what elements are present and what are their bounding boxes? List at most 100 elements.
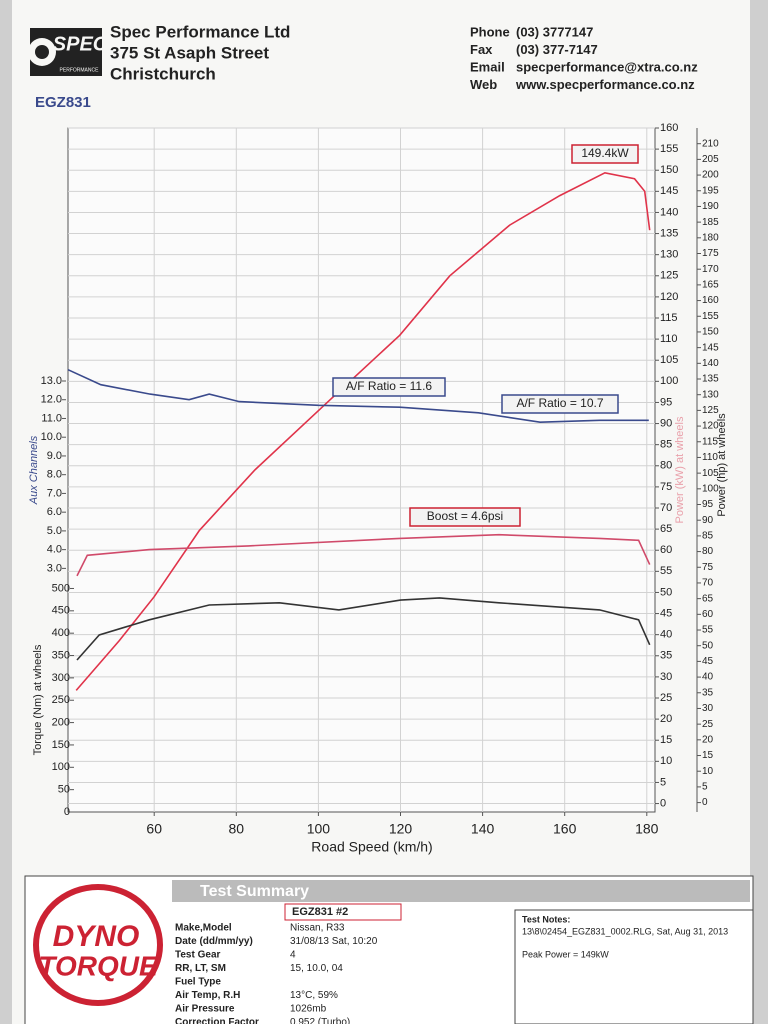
series-line [75,171,651,691]
summary-label: Air Temp, R.H [175,990,240,1001]
y-tick-label: 400 [52,627,70,639]
summary-label: Test Gear [175,950,220,961]
y-tick-label: 95 [660,396,672,408]
y-tick-label: 210 [702,138,719,149]
y-tick-label: 85 [702,531,714,542]
y-tick-label: 12.0 [41,394,62,406]
logo-brand: SPEC [53,33,108,55]
notes-title: Test Notes: [522,914,570,924]
contact-value: (03) 377-7147 [516,42,598,57]
axis-title: Power (kW) at wheels [674,416,686,523]
y-tick-label: 11.0 [41,412,62,424]
y-tick-label: 0 [702,797,708,808]
y-tick-label: 10.0 [41,431,62,443]
y-tick-label: 40 [660,629,672,641]
annotation-box [332,377,446,397]
x-tick-label: 60 [146,821,162,837]
y-tick-label: 45 [702,656,714,667]
annotation: Boost = 4.6psi [427,509,503,523]
y-tick-label: 175 [702,248,719,259]
y-tick-label: 135 [660,227,678,239]
y-tick-label: 45 [660,607,672,619]
y-tick-label: 0 [660,797,666,809]
y-tick-label: 350 [52,649,70,661]
y-tick-label: 190 [702,201,719,212]
y-tick-label: 160 [702,295,719,306]
y-tick-label: 195 [702,185,719,196]
y-tick-label: 110 [702,452,718,463]
y-tick-label: 145 [660,185,678,197]
y-tick-label: 130 [660,249,678,261]
y-tick-label: 9.0 [47,450,62,462]
y-tick-label: 450 [52,605,70,617]
summary-label: Date (dd/mm/yy) [175,936,253,947]
summary-label: Make,Model [175,923,232,934]
y-tick-label: 105 [660,354,678,366]
y-tick-label: 120 [702,421,719,432]
y-tick-label: 500 [52,582,70,594]
x-axis-title: Road Speed (km/h) [311,839,432,855]
run-box [284,903,402,921]
y-tick-label: 90 [702,515,714,526]
y-tick-label: 15 [702,750,714,761]
y-tick-label: 125 [660,270,678,282]
series-line [76,533,651,577]
contact-label: Fax [470,42,493,57]
dyno-logo-bottom: TORQUE [38,950,159,981]
x-tick-label: 120 [389,821,413,837]
y-tick-label: 35 [660,650,672,662]
y-tick-label: 140 [702,358,719,369]
y-tick-label: 20 [702,734,714,745]
y-tick-label: 20 [660,713,672,725]
summary-value: 1026mb [290,1004,327,1015]
annotation: A/F Ratio = 10.7 [516,396,603,410]
y-tick-label: 6.0 [47,506,62,518]
y-tick-label: 100 [52,761,70,773]
x-tick-label: 100 [307,821,331,837]
plot-area [67,127,656,813]
axis-title: Power (hp) at wheels [716,413,728,517]
y-tick-label: 95 [702,499,714,510]
y-tick-label: 50 [58,784,70,796]
axis-title: Aux Channels [28,435,40,505]
x-tick-label: 80 [229,821,245,837]
y-tick-label: 65 [702,593,714,604]
dyno-logo-top: DYNO [53,920,140,953]
plate: EGZ831 [35,94,91,111]
y-tick-label: 185 [702,217,719,228]
y-tick-label: 145 [702,342,719,353]
y-tick-label: 180 [702,232,719,243]
y-tick-label: 140 [660,206,678,218]
summary-value: 13°C, 59% [290,990,338,1001]
notes-peak: Peak Power = 149kW [522,949,609,959]
y-tick-label: 80 [660,460,672,472]
company: Spec Performance Ltd [110,22,290,41]
y-tick-label: 4.0 [47,544,62,556]
y-tick-label: 100 [702,483,719,494]
y-tick-label: 75 [702,562,714,573]
x-tick-label: 140 [471,821,495,837]
summary-label: Fuel Type [175,977,221,988]
y-tick-label: 55 [660,565,672,577]
summary-value: 4 [290,950,296,961]
y-tick-label: 40 [702,672,714,683]
city: Christchurch [110,64,216,83]
y-tick-label: 80 [702,546,714,557]
annotation-box [571,144,639,164]
y-tick-label: 90 [660,417,672,429]
contact-value: www.specperformance.co.nz [515,77,695,92]
y-tick-label: 105 [702,468,719,479]
spec-logo-hub [35,45,49,59]
y-tick-label: 85 [660,439,672,451]
summary-title: Test Summary [200,883,309,900]
y-tick-label: 50 [660,586,672,598]
y-tick-label: 160 [660,122,678,134]
x-tick-label: 160 [553,821,577,837]
annotation: A/F Ratio = 11.6 [346,379,432,393]
contact-value: specperformance@xtra.co.nz [516,59,698,74]
y-tick-label: 200 [702,170,719,181]
y-tick-label: 60 [702,609,714,620]
summary-label: Air Pressure [175,1004,235,1015]
summary-label: RR, LT, SM [175,963,226,974]
run-id: EGZ831 #2 [292,906,348,918]
